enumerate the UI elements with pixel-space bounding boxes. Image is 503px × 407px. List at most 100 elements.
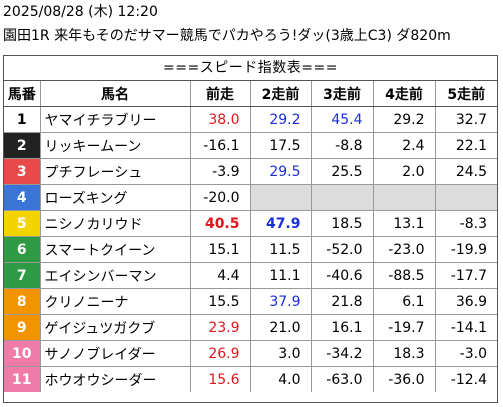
col-header-4ago: 4走前 xyxy=(373,81,436,107)
speed-index-cell: 21.0 xyxy=(250,314,312,341)
table-subtitle: ===スピード指数表=== xyxy=(4,56,497,81)
speed-index-cell: -40.6 xyxy=(311,262,374,289)
speed-index-cell: 18.3 xyxy=(373,340,436,367)
horse-name: サノノブレイダー xyxy=(40,340,191,367)
table-row: 7 エイシンバーマン 4.4 11.1 -40.6 -88.5 -17.7 xyxy=(4,262,497,289)
table-row: 2 リッキームーン -16.1 17.5 -8.8 2.4 22.1 xyxy=(4,132,497,159)
speed-index-cell: -34.2 xyxy=(311,340,374,367)
table-row: 8 クリノニーナ 15.5 37.9 21.8 6.1 36.9 xyxy=(4,288,497,315)
speed-index-cell: 6.1 xyxy=(373,288,436,315)
speed-index-cell: -19.9 xyxy=(435,236,497,263)
speed-index-cell: 22.1 xyxy=(435,132,497,159)
horse-number: 6 xyxy=(4,236,41,263)
speed-index-cell: -3.9 xyxy=(190,158,251,185)
speed-index-cell: 29.2 xyxy=(373,106,436,133)
speed-index-cell xyxy=(311,184,374,211)
horse-number: 3 xyxy=(4,158,41,185)
speed-index-cell: -63.0 xyxy=(311,366,374,392)
speed-index-cell: 11.5 xyxy=(250,236,312,263)
horse-name: ニシノカリウド xyxy=(40,210,191,237)
horse-name: プチフレーシュ xyxy=(40,158,191,185)
col-header-number: 馬番 xyxy=(4,81,41,107)
speed-index-cell: 15.6 xyxy=(190,366,251,392)
speed-index-cell: -23.0 xyxy=(373,236,436,263)
speed-index-cell: -52.0 xyxy=(311,236,374,263)
speed-index-cell: -14.1 xyxy=(435,314,497,341)
horse-name: ヤマイチラブリー xyxy=(40,106,191,133)
speed-index-cell: 26.9 xyxy=(190,340,251,367)
table-row: 5 ニシノカリウド 40.5 47.9 18.5 13.1 -8.3 xyxy=(4,210,497,237)
speed-index-table: 馬番 馬名 前走 2走前 3走前 4走前 5走前 1 ヤマイチラブリー 38.0 29… xyxy=(4,81,497,392)
speed-index-cell: 40.5 xyxy=(190,210,251,237)
speed-index-cell: -36.0 xyxy=(373,366,436,392)
speed-index-cell: -16.1 xyxy=(190,132,251,159)
horse-number: 5 xyxy=(4,210,41,237)
speed-index-cell xyxy=(373,184,436,211)
speed-index-cell: 32.7 xyxy=(435,106,497,133)
speed-index-cell: 2.0 xyxy=(373,158,436,185)
table-row: 11 ホウオウシーダー 15.6 4.0 -63.0 -36.0 -12.4 xyxy=(4,366,497,392)
speed-index-cell: 47.9 xyxy=(250,210,312,237)
race-title: 園田1R 来年もそのだサマー競馬でパカやろう!ダッ(3歳上C3) ダ820m xyxy=(3,28,451,44)
speed-index-cell: 29.2 xyxy=(250,106,312,133)
horse-number: 11 xyxy=(4,366,41,392)
table-row: 4 ローズキング -20.0 xyxy=(4,184,497,211)
horse-number: 8 xyxy=(4,288,41,315)
race-datetime: 2025/08/28 (木) 12:20 xyxy=(3,4,158,20)
speed-index-cell: 21.8 xyxy=(311,288,374,315)
speed-index-cell: 15.5 xyxy=(190,288,251,315)
speed-index-cell: 2.4 xyxy=(373,132,436,159)
horse-number: 7 xyxy=(4,262,41,289)
speed-index-cell: 23.9 xyxy=(190,314,251,341)
speed-index-cell: 29.5 xyxy=(250,158,312,185)
horse-number: 4 xyxy=(4,184,41,211)
col-header-2ago: 2走前 xyxy=(250,81,312,107)
horse-name: クリノニーナ xyxy=(40,288,191,315)
speed-index-cell: 11.1 xyxy=(250,262,312,289)
table-row: 9 ゲイジュツガクブ 23.9 21.0 16.1 -19.7 -14.1 xyxy=(4,314,497,341)
horse-number: 10 xyxy=(4,340,41,367)
col-header-5ago: 5走前 xyxy=(435,81,497,107)
speed-index-cell: 24.5 xyxy=(435,158,497,185)
speed-index-cell xyxy=(250,184,312,211)
table-row: 10 サノノブレイダー 26.9 3.0 -34.2 18.3 -3.0 xyxy=(4,340,497,367)
speed-index-cell: -8.8 xyxy=(311,132,374,159)
horse-name: ホウオウシーダー xyxy=(40,366,191,392)
table-row: 3 プチフレーシュ -3.9 29.5 25.5 2.0 24.5 xyxy=(4,158,497,185)
table-header-row: 馬番 馬名 前走 2走前 3走前 4走前 5走前 xyxy=(4,81,497,107)
horse-name: リッキームーン xyxy=(40,132,191,159)
horse-number: 2 xyxy=(4,132,41,159)
horse-name: エイシンバーマン xyxy=(40,262,191,289)
speed-index-cell: 18.5 xyxy=(311,210,374,237)
speed-index-cell: 37.9 xyxy=(250,288,312,315)
speed-index-cell xyxy=(435,184,497,211)
speed-index-cell: -20.0 xyxy=(190,184,251,211)
speed-index-cell: 45.4 xyxy=(311,106,374,133)
col-header-name: 馬名 xyxy=(40,81,191,107)
horse-name: ゲイジュツガクブ xyxy=(40,314,191,341)
speed-index-panel: ===スピード指数表=== 馬番 馬名 前走 2走前 3走前 4走前 5走前 1… xyxy=(3,55,498,403)
speed-index-cell: 25.5 xyxy=(311,158,374,185)
speed-index-cell: -88.5 xyxy=(373,262,436,289)
speed-index-cell: -3.0 xyxy=(435,340,497,367)
speed-index-cell: 3.0 xyxy=(250,340,312,367)
table-row: 6 スマートクイーン 15.1 11.5 -52.0 -23.0 -19.9 xyxy=(4,236,497,263)
speed-index-cell: 13.1 xyxy=(373,210,436,237)
speed-index-cell: 16.1 xyxy=(311,314,374,341)
horse-name: ローズキング xyxy=(40,184,191,211)
speed-index-cell: 36.9 xyxy=(435,288,497,315)
speed-index-cell: -8.3 xyxy=(435,210,497,237)
col-header-last: 前走 xyxy=(190,81,251,107)
speed-index-cell: 38.0 xyxy=(190,106,251,133)
speed-index-cell: 15.1 xyxy=(190,236,251,263)
horse-number: 1 xyxy=(4,106,41,133)
horse-name: スマートクイーン xyxy=(40,236,191,263)
speed-index-cell: -12.4 xyxy=(450,371,487,388)
speed-index-cell: -17.7 xyxy=(435,262,497,289)
speed-index-cell: 4.4 xyxy=(190,262,251,289)
speed-index-cell: 17.5 xyxy=(250,132,312,159)
horse-number: 9 xyxy=(4,314,41,341)
table-row: 1 ヤマイチラブリー 38.0 29.2 45.4 29.2 32.7 xyxy=(4,106,497,133)
speed-index-cell: -19.7 xyxy=(373,314,436,341)
speed-index-cell: 4.0 xyxy=(250,366,312,392)
